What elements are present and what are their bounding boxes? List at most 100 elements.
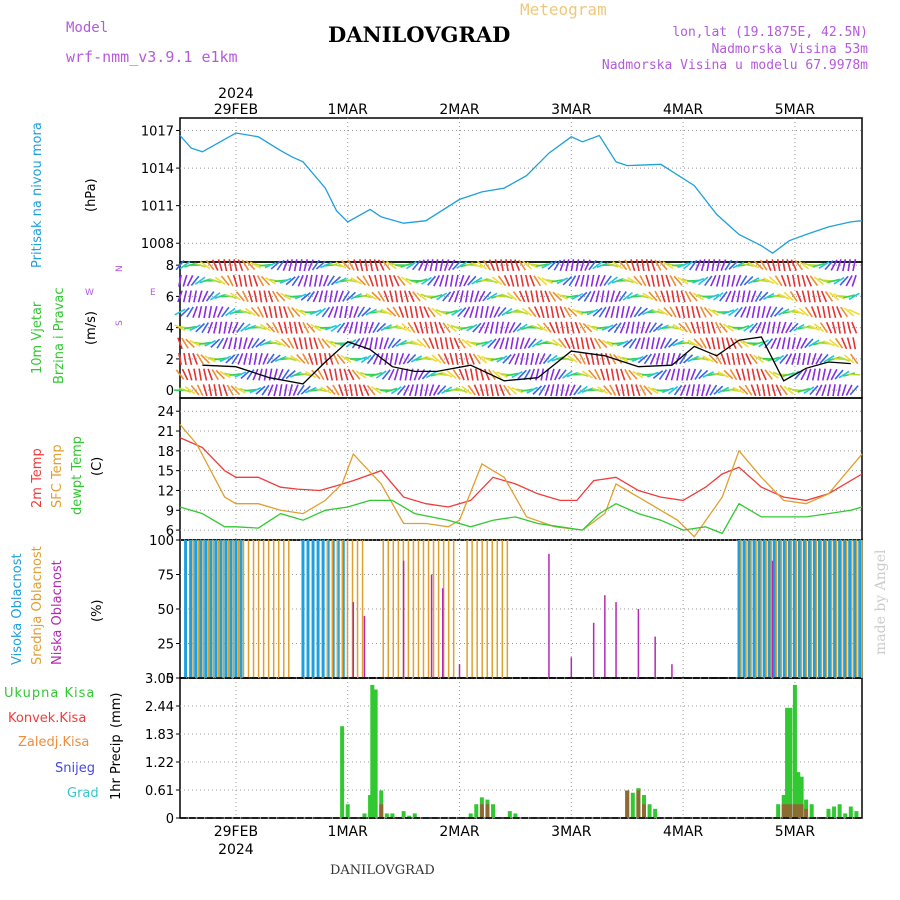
wind-arrow	[489, 321, 494, 334]
wind-arrow	[288, 384, 293, 397]
wind-arrow	[790, 259, 798, 271]
wind-arrow	[388, 274, 394, 287]
wind-arrow	[523, 368, 531, 381]
wind-arrow	[379, 274, 384, 287]
wind-arrow	[728, 307, 739, 317]
wind-arrow	[328, 368, 334, 381]
wind-arrow	[710, 274, 717, 287]
wind-arrow	[643, 353, 653, 365]
precip-conv-bar	[792, 804, 797, 818]
wind-arrow	[260, 323, 272, 332]
wind-arrow	[821, 368, 827, 381]
wind-arrow	[217, 259, 223, 272]
wind-arrow	[583, 290, 592, 302]
wind-arrow	[555, 305, 560, 319]
wind-arrow	[536, 323, 548, 332]
wind-arrow	[461, 385, 472, 395]
wind-arrow	[573, 384, 582, 396]
wind-arrow	[245, 260, 256, 271]
wind-arrow	[434, 259, 439, 272]
wind-arrow	[504, 337, 510, 350]
wind-arrow	[387, 337, 396, 349]
wind-arrow	[427, 306, 436, 318]
wind-arrow	[420, 357, 433, 361]
wind-arrow	[610, 306, 615, 319]
wind-arrow	[313, 337, 319, 350]
wind-arrow	[434, 337, 439, 350]
wind-arrow	[622, 338, 633, 348]
wind-arrow	[222, 384, 229, 397]
wind-arrow	[207, 321, 214, 334]
wind-arrow	[714, 321, 722, 334]
wind-arrow	[593, 337, 602, 349]
wind-arrow	[253, 290, 258, 303]
wind-arrow	[233, 259, 238, 272]
wind-arrow	[625, 306, 631, 319]
wind-arrow	[554, 321, 560, 334]
wind-arrow	[703, 306, 713, 318]
wind-arrow	[442, 291, 452, 302]
precip-bar	[345, 804, 350, 818]
wind-arrow	[521, 388, 534, 393]
wind-arrow	[184, 386, 196, 395]
wind-arrow	[389, 352, 394, 365]
wind-arrow	[252, 368, 259, 381]
wind-arrow	[229, 373, 242, 377]
wind-arrow	[796, 352, 801, 365]
wind-arrow	[552, 291, 563, 302]
wind-arrow	[815, 384, 823, 396]
wind-arrow	[641, 259, 645, 272]
wind-arrow	[239, 309, 252, 315]
precip-bar	[468, 813, 473, 818]
wind-arrow	[636, 294, 649, 299]
wind-arrow	[494, 259, 500, 272]
wind-arrow	[293, 259, 298, 272]
wind-arrow	[844, 307, 855, 317]
wind-arrow	[705, 384, 712, 397]
wind-arrow	[704, 275, 713, 287]
wind-arrow	[175, 259, 185, 271]
wind-arrow	[246, 369, 255, 380]
wind-arrow	[759, 259, 768, 271]
wind-arrow	[303, 259, 309, 272]
wind-arrow	[546, 340, 559, 346]
wind-arrow	[322, 274, 329, 287]
wind-arrow	[254, 325, 267, 330]
wind-arrow	[819, 353, 829, 364]
wind-arrow	[252, 274, 259, 287]
wind-arrow	[311, 369, 321, 380]
wind-arrow	[288, 321, 293, 334]
wind-arrow	[590, 274, 595, 287]
wind-arrow	[375, 310, 388, 314]
precip-bar	[843, 813, 848, 818]
wind-arrow	[848, 292, 860, 301]
precip-conv-bar	[804, 808, 809, 818]
wind-arrow	[613, 353, 623, 364]
wind-arrow	[292, 384, 299, 397]
wind-arrow	[531, 324, 544, 331]
wind-arrow	[639, 384, 647, 396]
wind-arrow	[329, 263, 343, 268]
precip-conv-bar	[799, 804, 804, 818]
wind-arrow	[590, 352, 595, 365]
wind-arrow	[762, 277, 775, 285]
wind-arrow	[523, 337, 531, 350]
wind-arrow	[406, 354, 417, 364]
wind-arrow	[720, 259, 727, 272]
wind-arrow	[661, 352, 665, 365]
wind-arrow	[285, 370, 296, 380]
precip-bar	[837, 804, 842, 818]
wind-arrow	[779, 384, 788, 396]
wind-arrow	[535, 368, 540, 381]
wind-arrow	[652, 370, 664, 379]
wind-arrow	[414, 305, 419, 319]
wind-arrow	[736, 290, 741, 303]
precip-bar	[401, 811, 406, 818]
wind-arrow	[216, 337, 225, 349]
precip-bar	[647, 804, 652, 818]
wind-arrow	[296, 353, 306, 364]
wind-arrow	[436, 292, 448, 301]
wind-arrow	[418, 259, 425, 271]
wind-arrow	[392, 306, 401, 318]
wind-arrow	[846, 321, 852, 334]
